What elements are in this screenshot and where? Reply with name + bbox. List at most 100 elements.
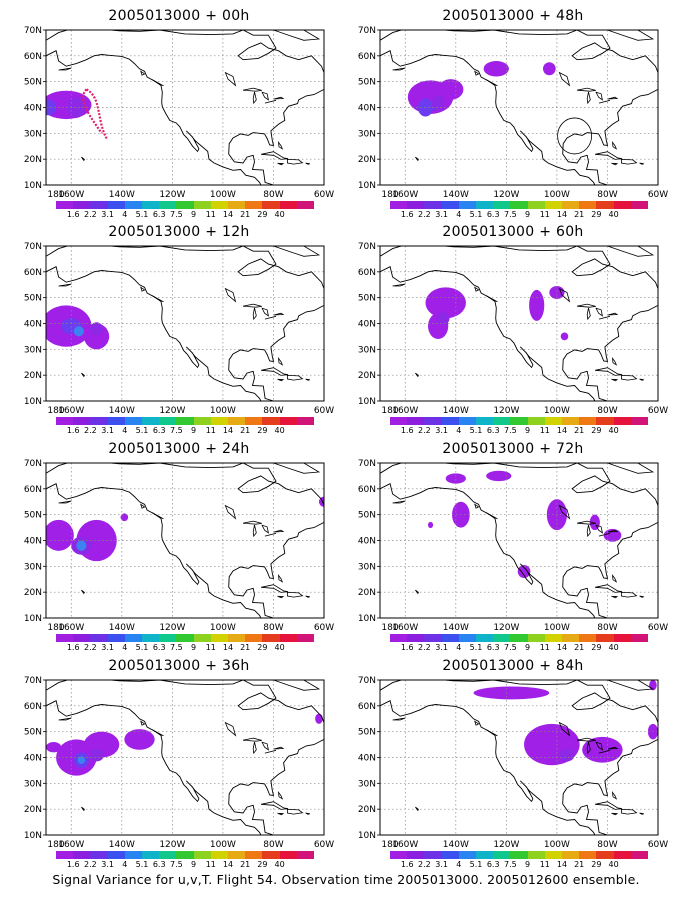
colorbar-label: 4 xyxy=(122,210,128,219)
colorbar-label: 6.3 xyxy=(486,643,500,652)
coastline xyxy=(586,91,591,105)
lat-label: 70N xyxy=(358,242,376,252)
colorbar-swatch xyxy=(90,417,108,425)
colorbar-swatch xyxy=(476,201,494,209)
lon-label: 100W xyxy=(210,840,236,850)
colorbar-label: 14 xyxy=(556,426,568,435)
colorbar-label: 11 xyxy=(539,860,550,869)
coastline xyxy=(46,50,262,185)
coastline xyxy=(598,99,611,104)
lat-label: 30N xyxy=(358,562,376,572)
lat-label: 50N xyxy=(24,511,42,521)
coastline xyxy=(273,746,285,750)
lon-label: 120W xyxy=(159,623,185,633)
variance-region xyxy=(436,311,450,325)
colorbar-swatch xyxy=(176,417,194,425)
colorbar-label: 5.1 xyxy=(469,860,483,869)
coastline xyxy=(595,801,623,810)
coastline xyxy=(558,504,571,520)
lat-label: 40N xyxy=(24,537,42,547)
colorbar-label: 4 xyxy=(122,426,128,435)
colorbar xyxy=(56,201,315,209)
lat-label: 60N xyxy=(358,268,376,278)
colorbar-label: 7.5 xyxy=(170,210,183,219)
variance-region xyxy=(549,286,565,299)
colorbar-swatch xyxy=(544,851,563,859)
lon-label: 160W xyxy=(392,623,418,633)
variance-region xyxy=(483,61,509,77)
colorbar-swatch xyxy=(390,201,408,209)
lat-label: 50N xyxy=(358,294,376,304)
coastline xyxy=(611,356,618,366)
colorbar-label: 1.6 xyxy=(400,860,414,869)
colorbar-swatch xyxy=(424,634,442,642)
colorbar-label: 4 xyxy=(122,860,128,869)
lon-label: 180 xyxy=(381,406,398,416)
colorbar-label: 3.1 xyxy=(435,643,448,652)
lon-label: 180 xyxy=(47,623,64,633)
lat-label: 60N xyxy=(24,485,42,495)
colorbar-label: 21 xyxy=(574,643,585,652)
coastline xyxy=(305,595,310,598)
coastline xyxy=(46,463,324,506)
colorbar-swatch xyxy=(596,417,614,425)
colorbar-swatch xyxy=(527,201,545,209)
lat-label: 10N xyxy=(358,397,376,407)
lon-label: 100W xyxy=(544,406,570,416)
coastline xyxy=(598,532,611,537)
colorbar-swatch xyxy=(142,851,160,859)
colorbar-label: 4 xyxy=(456,643,462,652)
coastline xyxy=(269,30,321,41)
colorbar-label: 9 xyxy=(191,210,197,219)
colorbar-label: 3.1 xyxy=(101,210,114,219)
lat-label: 70N xyxy=(358,459,376,469)
coastline xyxy=(151,729,164,737)
lat-label: 40N xyxy=(24,320,42,330)
lat-label: 50N xyxy=(358,728,376,738)
coastline xyxy=(474,503,480,509)
colorbar-swatch xyxy=(245,634,263,642)
coastline xyxy=(58,717,72,721)
lat-label: 60N xyxy=(358,485,376,495)
coastline xyxy=(639,378,644,381)
coastline xyxy=(140,503,146,509)
coastline xyxy=(243,303,262,308)
lon-label: 180 xyxy=(47,406,64,416)
lon-label: 160W xyxy=(58,406,84,416)
lat-label: 30N xyxy=(24,779,42,789)
lon-label: 140W xyxy=(443,623,469,633)
coastline xyxy=(380,50,596,185)
colorbar-label: 29 xyxy=(257,860,268,869)
coastline xyxy=(252,524,257,538)
lon-label: 120W xyxy=(493,190,519,200)
colorbar-swatch xyxy=(613,634,631,642)
lon-label: 60W xyxy=(648,190,668,200)
coastline xyxy=(81,589,85,595)
colorbar-label: 9 xyxy=(525,643,531,652)
colorbar-label: 4 xyxy=(456,426,462,435)
lat-label: 20N xyxy=(358,805,376,815)
lon-label: 160W xyxy=(58,623,84,633)
coastline xyxy=(140,720,146,726)
coastline xyxy=(586,524,591,538)
lat-label: 20N xyxy=(24,371,42,381)
colorbar-swatch xyxy=(210,417,229,425)
colorbar-swatch xyxy=(458,417,477,425)
colorbar-swatch xyxy=(228,634,246,642)
map-panel: 2005013000 + 60h 70N 60N 50N 40N 30N 20N 10N 180… xyxy=(348,224,678,440)
coastline xyxy=(252,741,257,755)
variance-region xyxy=(428,521,434,529)
coastline xyxy=(224,71,237,87)
coastline xyxy=(261,584,289,593)
colorbar-label: 7.5 xyxy=(504,426,517,435)
panel-title: 2005013000 + 48h xyxy=(442,8,584,24)
colorbar-swatch xyxy=(159,634,177,642)
lon-label: 120W xyxy=(493,840,519,850)
coastline xyxy=(415,806,419,812)
coastline xyxy=(277,140,284,150)
variance-region xyxy=(473,686,550,700)
lat-label: 70N xyxy=(358,26,376,36)
